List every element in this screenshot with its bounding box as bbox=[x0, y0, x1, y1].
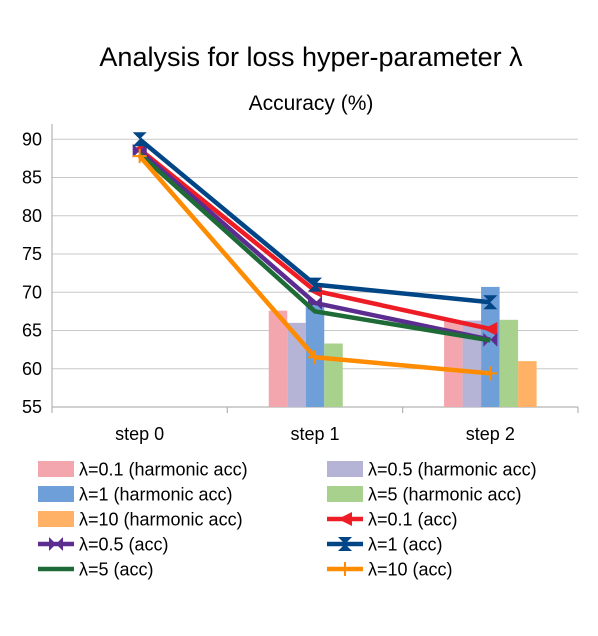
legend-label: λ=5 (acc) bbox=[79, 560, 154, 580]
data-point bbox=[132, 149, 147, 164]
legend-label: λ=0.5 (harmonic acc) bbox=[368, 460, 537, 480]
legend-label: λ=0.5 (acc) bbox=[79, 535, 169, 555]
y-tick-label: 55 bbox=[22, 397, 42, 417]
data-point bbox=[308, 277, 322, 292]
y-tick-label: 75 bbox=[22, 244, 42, 264]
legend-label: λ=10 (acc) bbox=[368, 560, 453, 580]
x-tick-label: step 0 bbox=[115, 424, 164, 444]
data-point bbox=[132, 132, 147, 147]
legend-marker bbox=[338, 537, 352, 551]
legend-label: λ=10 (harmonic acc) bbox=[79, 510, 243, 530]
legend-swatch bbox=[327, 461, 363, 477]
data-point bbox=[483, 321, 498, 336]
data-point bbox=[308, 350, 322, 365]
y-tick-label: 60 bbox=[22, 359, 42, 379]
y-tick-label: 90 bbox=[22, 129, 42, 149]
legend-swatch bbox=[327, 486, 363, 502]
legend-marker bbox=[49, 537, 63, 551]
plot-area: 55 60 65 70 75 80 85 90 step 0 step 1 step 2 bbox=[22, 124, 579, 444]
legend-label: λ=1 (acc) bbox=[368, 535, 443, 555]
chart-title: Analysis for loss hyper-parameter λ bbox=[99, 42, 523, 72]
legend-swatch bbox=[38, 486, 74, 502]
bar bbox=[481, 286, 500, 407]
y-tick-label: 85 bbox=[22, 168, 42, 188]
y-tick-label: 65 bbox=[22, 321, 42, 341]
legend-label: λ=5 (harmonic acc) bbox=[368, 485, 522, 505]
data-point bbox=[483, 366, 498, 381]
legend-label: λ=0.1 (harmonic acc) bbox=[79, 460, 248, 480]
y-tick-label: 70 bbox=[22, 282, 42, 302]
x-tick-label: step 2 bbox=[466, 424, 515, 444]
series-line bbox=[138, 152, 491, 343]
legend-marker bbox=[338, 512, 352, 526]
bar bbox=[324, 343, 343, 407]
bar bbox=[462, 320, 482, 407]
legend-swatch bbox=[38, 511, 74, 527]
legend-marker bbox=[338, 562, 352, 576]
bar bbox=[499, 319, 519, 407]
y-tick-label: 80 bbox=[22, 206, 42, 226]
data-point bbox=[483, 295, 498, 310]
legend-swatch bbox=[38, 461, 74, 477]
legend-label: λ=0.1 (acc) bbox=[368, 510, 458, 530]
chart-subtitle: Accuracy (%) bbox=[249, 92, 374, 115]
legend-label: λ=1 (harmonic acc) bbox=[79, 485, 233, 505]
legend: λ=0.1 (harmonic acc) λ=0.5 (harmonic acc)… bbox=[38, 460, 537, 580]
x-tick-label: step 1 bbox=[290, 424, 339, 444]
bar bbox=[518, 361, 537, 407]
bar bbox=[444, 320, 463, 407]
bar bbox=[268, 310, 288, 407]
